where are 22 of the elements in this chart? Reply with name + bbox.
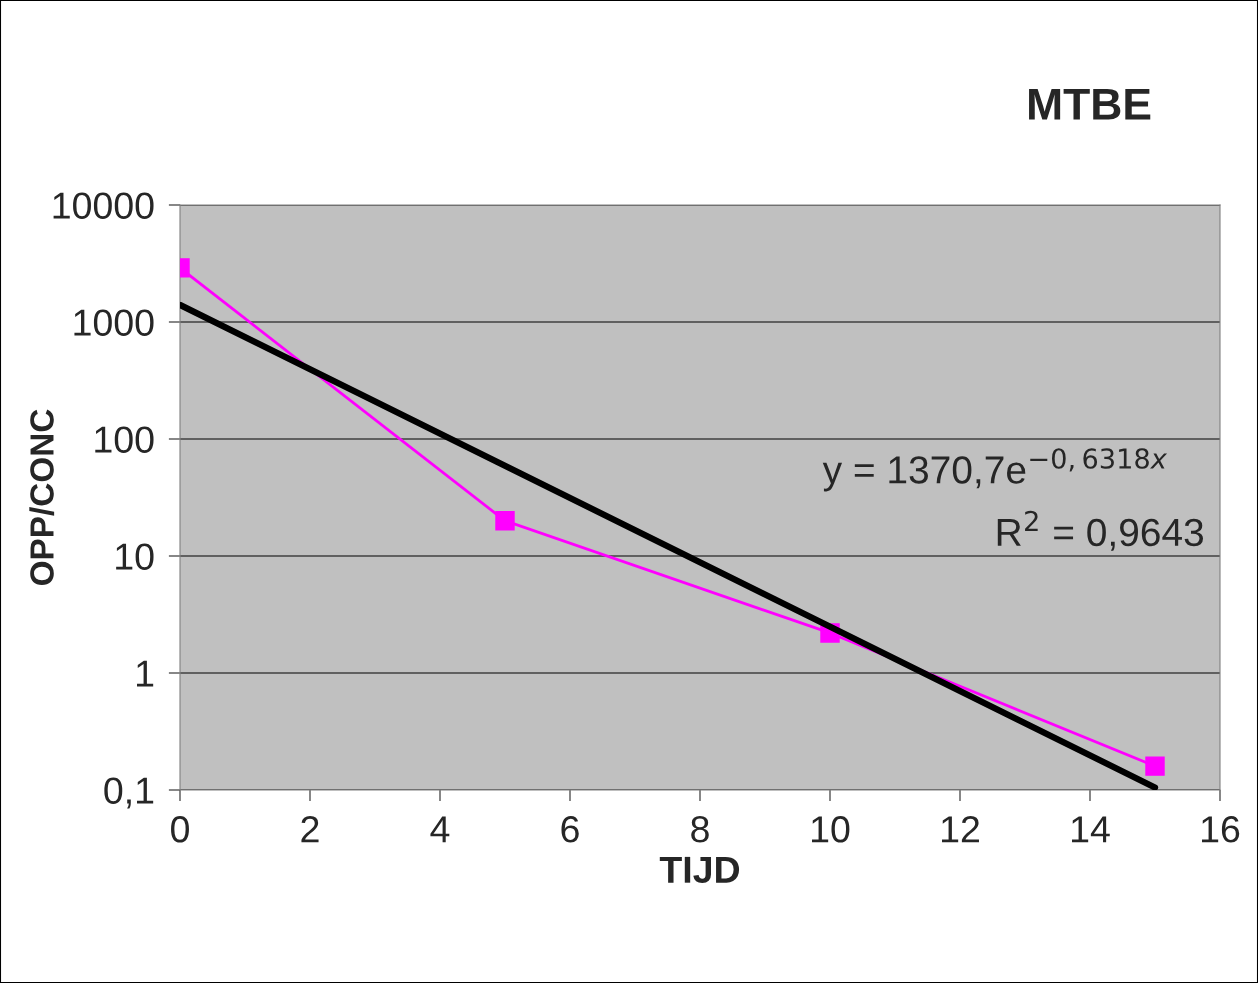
chart-title: MTBE [1029, 88, 1151, 120]
x-tick-label: 2 [301, 815, 319, 843]
x-tick-label: 14 [1072, 816, 1110, 843]
y-axis-title: OPP/CONC [29, 409, 55, 586]
point [495, 511, 515, 531]
x-axis-title: TIJD [659, 856, 740, 884]
x-tick-label: 10 [812, 815, 850, 843]
x-tick-label: 8 [691, 815, 709, 843]
y-tick-label: 1 [137, 660, 154, 687]
y-tick-label: 0,1 [104, 777, 154, 809]
y-tick-label: 10000 [53, 192, 154, 219]
annotation: R$^{2}$ = 0,9643 [997, 510, 1204, 551]
x-tick-label: 0 [171, 815, 189, 843]
point [1145, 756, 1165, 776]
x-tick-label: 6 [561, 815, 579, 843]
x-tick-label: 4 [430, 816, 450, 843]
x-tick-label: 12 [942, 815, 979, 843]
y-tick-label: 1000 [74, 309, 154, 336]
annotation: y = 1370,7e$^{−0,6318x}$ [822, 448, 1168, 492]
x-tick-label: 16 [1202, 815, 1240, 843]
y-tick-label: 100 [95, 426, 154, 453]
y-tick-label: 10 [116, 543, 154, 570]
